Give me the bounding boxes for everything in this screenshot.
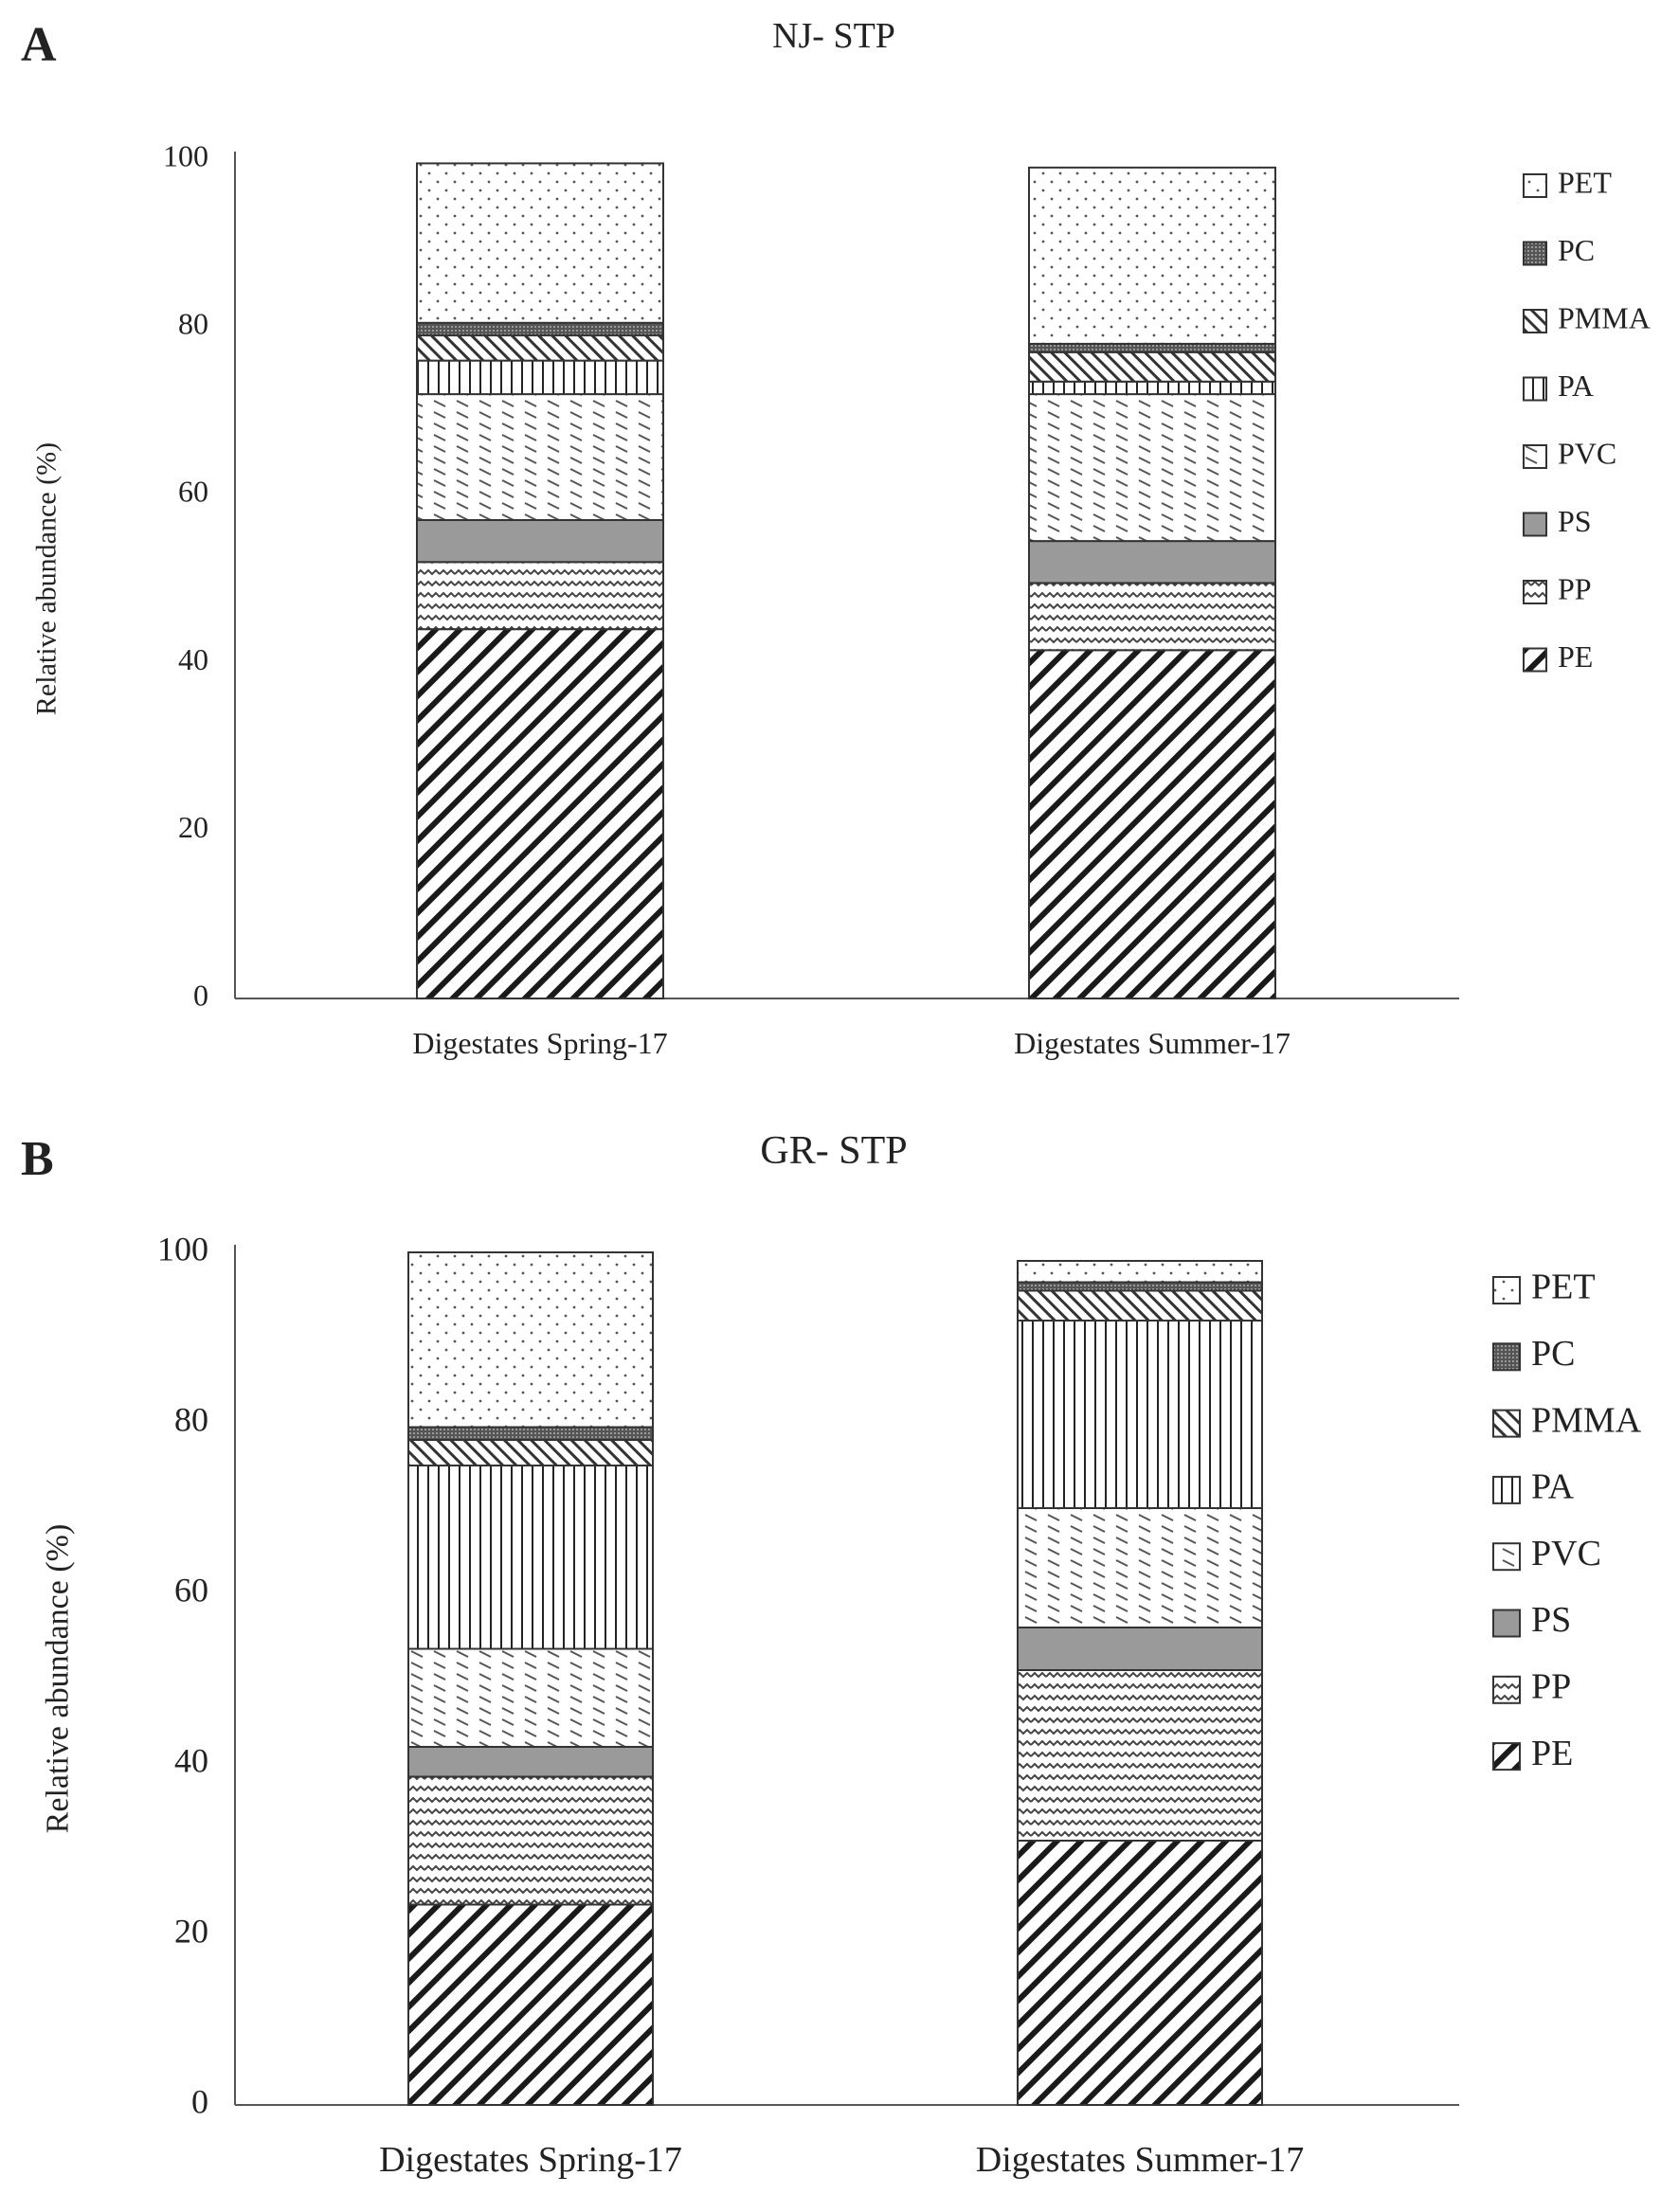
x-category-label: Digestates Summer-17 [976,2140,1304,2180]
legend-swatch-pe [1523,647,1547,673]
legend-label: PS [1558,504,1592,538]
bar-segment-pa [416,359,664,396]
bar-segment-pet [407,1251,654,1429]
bar-segment-pet [1017,1260,1263,1284]
bar-segment-pc [1028,342,1276,353]
legend-swatch-pp [1492,1675,1521,1704]
legend-swatch-pvc [1492,1542,1521,1572]
legend-label: PP [1558,571,1592,605]
y-tick-label: 60 [174,1571,208,1609]
legend-swatch-pc [1492,1342,1521,1372]
legend-swatch-pet [1492,1276,1521,1304]
chart-panel-a: A NJ- STP Relative abundance (%) 0 20 40 60 80 1… [21,16,1651,1060]
bar-segment-pvc [1017,1507,1263,1628]
bar-segment-pmma [1017,1289,1263,1322]
y-axis-label: Relative abundance (%) [31,442,63,715]
bar-segment-pa [1017,1320,1263,1509]
legend-swatch-pmma [1523,309,1547,333]
bar-segment-pvc [416,393,664,521]
y-tick-label: 20 [174,1912,208,1950]
legend-swatch-pa [1523,376,1547,402]
legend-label: PVC [1531,1534,1601,1574]
y-tick-label: 40 [178,642,208,676]
bar-segment-pe [1017,1840,1263,2106]
bar-segment-pa [407,1465,654,1650]
bar-segment-pmma [407,1439,654,1466]
bar-segment-pp [1017,1669,1263,1842]
legend-label: PVC [1558,436,1616,470]
chart-title: GR- STP [760,1129,907,1173]
legend-label: PS [1531,1600,1571,1640]
y-tick-label: 0 [191,2082,208,2120]
panel-letter: B [21,1132,54,1186]
panel-letter: A [21,18,57,72]
x-category-label: Digestates Spring-17 [379,2140,682,2180]
y-tick-label: 80 [174,1400,208,1438]
bar-segment-pp [407,1775,654,1906]
legend-swatch-pa [1492,1475,1521,1504]
legend-swatch-pmma [1492,1409,1521,1438]
bar-segment-pet [1028,166,1276,345]
legend-swatch-pp [1523,580,1547,604]
bar-segment-pmma [1028,351,1276,383]
legend-swatch-ps [1523,512,1547,537]
legend-label: PE [1531,1734,1573,1773]
y-tick-label: 80 [178,307,208,341]
y-tick-label: 0 [193,978,208,1012]
bar-segment-pe [1028,649,1276,999]
y-axis-label: Relative abundance (%) [41,1524,76,1834]
legend-label: PET [1558,165,1612,199]
y-tick-label: 40 [174,1741,208,1779]
legend-label: PMMA [1531,1400,1642,1440]
y-tick-label: 20 [178,810,208,844]
chart-title: NJ- STP [772,16,895,56]
bar-segment-pc [407,1426,654,1441]
legend-label: PA [1531,1467,1575,1507]
bar-segment-pvc [1028,393,1276,543]
bar-segment-ps [407,1746,654,1778]
bar-segment-ps [1028,540,1276,584]
bar-segment-pp [416,561,664,631]
legend-label: PC [1558,233,1595,267]
legend-swatch-pe [1492,1742,1521,1771]
legend-swatch-ps [1492,1609,1521,1638]
legend-swatch-pvc [1523,444,1547,469]
legend-label: PA [1558,369,1594,403]
bar-segment-pe [416,628,664,999]
x-category-label: Digestates Spring-17 [412,1026,667,1060]
legend-label: PC [1531,1334,1575,1374]
y-tick-label: 100 [157,1230,208,1268]
y-tick-label: 100 [163,138,208,172]
bar-segment-pp [1028,582,1276,652]
bar-segment-pc [416,321,664,337]
bar-segment-ps [416,518,664,564]
legend-label: PE [1558,639,1593,674]
legend-swatch-pc [1523,241,1547,266]
legend-label: PP [1531,1667,1571,1707]
bar-segment-ps [1017,1627,1263,1671]
bar-segment-pa [1028,380,1276,396]
chart-panels: A NJ- STP Relative abundance (%) 0 20 40 60 80 1… [21,16,1651,2180]
bar-segment-pet [416,162,664,324]
bar-segment-pe [407,1903,654,2106]
legend-label: PET [1531,1268,1596,1307]
chart-panel-b: B GR- STP Relative abundance (%) 0 20 40 60 80 1… [21,1129,1642,2180]
bar-segment-pc [1017,1281,1263,1292]
bar-segment-pmma [416,334,664,362]
bar-segment-pvc [407,1647,654,1748]
y-tick-label: 60 [178,475,208,509]
legend-label: PMMA [1558,300,1651,334]
legend-swatch-pet [1523,173,1547,198]
x-category-label: Digestates Summer-17 [1014,1026,1291,1060]
